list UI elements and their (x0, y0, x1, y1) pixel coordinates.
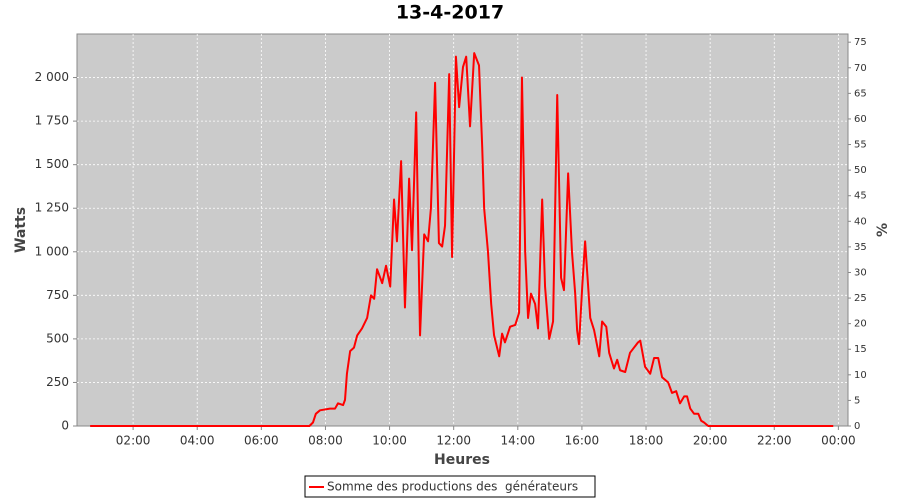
x-tick-label: 04:00 (180, 434, 215, 448)
legend-label: Somme des productions des générateurs (327, 480, 578, 494)
data-line (90, 52, 834, 427)
x-tick-label: 18:00 (629, 434, 664, 448)
y2-tick-label: 10 (854, 370, 867, 381)
legend (304, 475, 596, 498)
x-tick-label: 22:00 (757, 434, 792, 448)
y-tick-label: 250 (46, 375, 69, 389)
x-tick-label: 20:00 (693, 434, 728, 448)
x-tick-label: 00:00 (821, 434, 856, 448)
y2-tick-label: 50 (854, 165, 867, 176)
x-tick-label: 10:00 (372, 434, 407, 448)
x-tick-label: 14:00 (501, 434, 536, 448)
y2-tick-label: 40 (854, 216, 867, 227)
y2-tick-label: 20 (854, 319, 867, 330)
x-axis-label: Heures (434, 452, 490, 468)
x-tick-label: 16:00 (565, 434, 600, 448)
y-tick-label: 2 000 (35, 70, 69, 84)
y2-tick-label: 0 (854, 421, 860, 432)
x-tick-label: 02:00 (116, 434, 151, 448)
y2-tick-label: 60 (854, 114, 867, 125)
y2-tick-label: 5 (854, 395, 860, 406)
y-tick-label: 1 750 (35, 114, 69, 128)
x-tick-label: 12:00 (436, 434, 471, 448)
y2-tick-label: 70 (854, 63, 867, 74)
y-tick-label: 1 500 (35, 157, 69, 171)
x-tick-label: 08:00 (308, 434, 343, 448)
y-tick-label: 1 250 (35, 201, 69, 215)
y2-tick-label: 35 (854, 242, 867, 253)
y-tick-label: 1 000 (35, 244, 69, 258)
y-tick-label: 500 (46, 331, 69, 345)
y2-tick-label: 55 (854, 140, 867, 151)
y2-tick-label: 30 (854, 267, 867, 278)
y2-axis-label: % (875, 223, 891, 237)
y2-tick-label: 25 (854, 293, 867, 304)
plot-area (76, 33, 849, 427)
y2-tick-label: 45 (854, 191, 867, 202)
x-tick-label: 06:00 (244, 434, 279, 448)
y-tick-label: 750 (46, 288, 69, 302)
y2-tick-label: 65 (854, 88, 867, 99)
y-axis-label: Watts (13, 207, 29, 253)
y2-tick-label: 75 (854, 37, 867, 48)
y2-tick-label: 15 (854, 344, 867, 355)
chart-title: 13-4-2017 (396, 2, 504, 24)
y-tick-label: 0 (61, 419, 69, 433)
